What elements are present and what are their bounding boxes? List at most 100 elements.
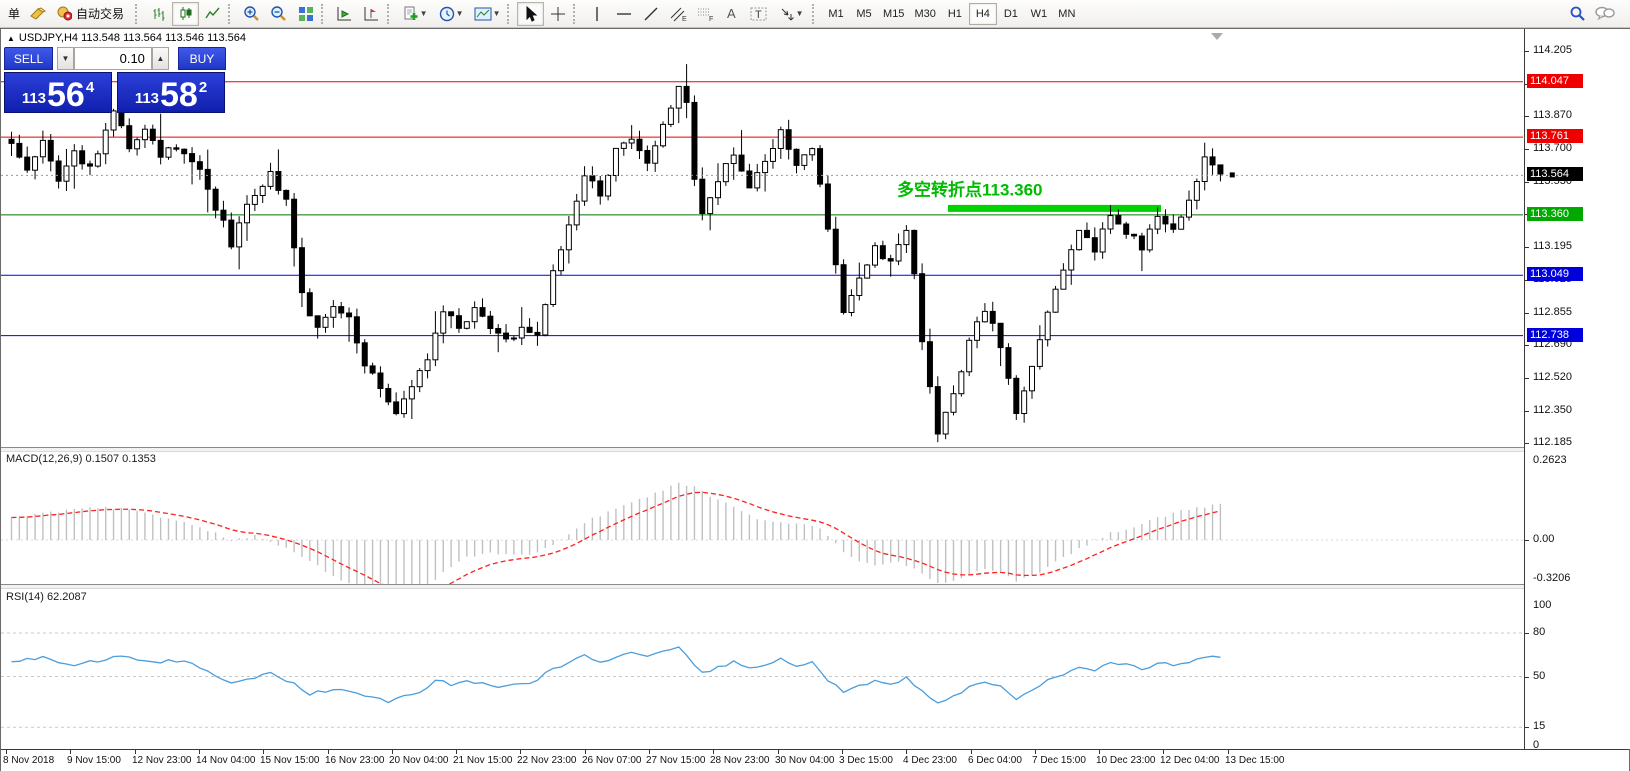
axis-tick bbox=[1525, 247, 1529, 248]
candle bbox=[1131, 233, 1138, 237]
candle bbox=[432, 332, 439, 361]
vertical-line-tool[interactable] bbox=[583, 2, 610, 26]
candle bbox=[597, 180, 604, 197]
timeframe-m5[interactable]: M5 bbox=[850, 3, 878, 25]
price-level-badge: 113.049 bbox=[1527, 267, 1583, 281]
macd-pane[interactable] bbox=[1, 450, 1523, 584]
time-tick bbox=[585, 750, 586, 754]
candle bbox=[1154, 215, 1161, 230]
price-chart-pane[interactable]: 多空转折点113.360 bbox=[1, 29, 1523, 447]
candle bbox=[958, 371, 965, 395]
candle bbox=[1209, 156, 1216, 166]
time-tick bbox=[778, 750, 779, 754]
axis-tick bbox=[1525, 313, 1529, 314]
toolbar-grip bbox=[573, 3, 581, 24]
candle bbox=[16, 142, 23, 158]
candlestick-chart-icon bbox=[180, 6, 192, 20]
candle bbox=[87, 163, 93, 167]
new-order-icon[interactable] bbox=[24, 2, 51, 26]
zoom-in-button[interactable] bbox=[238, 2, 265, 26]
arrows-tool[interactable]: ▼ bbox=[772, 2, 810, 26]
new-order-label[interactable]: 单 bbox=[8, 7, 21, 21]
candlestick-chart-button[interactable] bbox=[172, 1, 200, 26]
candle bbox=[267, 171, 274, 187]
candle bbox=[1186, 199, 1192, 218]
crosshair-tool-button[interactable] bbox=[544, 2, 571, 26]
price-scale[interactable]: 114.205114.035113.870113.700113.530113.3… bbox=[1524, 29, 1630, 751]
axis-tick bbox=[1525, 51, 1529, 52]
candle bbox=[848, 295, 855, 313]
candle bbox=[338, 306, 345, 314]
zoom-out-button[interactable] bbox=[265, 2, 292, 26]
periods-button[interactable]: ▼ bbox=[433, 2, 469, 26]
equidistant-channel-tool[interactable]: E bbox=[664, 2, 691, 26]
text-label-tool[interactable]: T bbox=[745, 2, 772, 26]
chart-window[interactable]: 多空转折点113.360 ▲ USDJPY,H4 113.548 113.564 … bbox=[0, 28, 1630, 771]
time-scale[interactable]: 8 Nov 2018 9 Nov 15:00 12 Nov 23:00 14 Nov … bbox=[1, 749, 1629, 771]
timeframe-h4[interactable]: H4 bbox=[968, 2, 997, 25]
candle bbox=[667, 107, 674, 125]
text-tool[interactable]: A bbox=[718, 2, 745, 26]
axis-tick bbox=[1525, 633, 1529, 634]
buy-price-box[interactable]: 113 58 2 bbox=[117, 72, 225, 113]
toolbar-grip bbox=[321, 3, 329, 24]
axis-tick bbox=[1525, 345, 1529, 346]
volume-increase-button[interactable]: ▲ bbox=[151, 47, 169, 70]
tile-windows-button[interactable] bbox=[292, 2, 319, 26]
candle bbox=[455, 315, 462, 329]
sell-price-box[interactable]: 113 56 4 bbox=[4, 72, 112, 113]
cursor-icon bbox=[526, 5, 537, 22]
bar-chart-button[interactable] bbox=[145, 2, 172, 26]
line-chart-button[interactable] bbox=[199, 2, 226, 26]
candle bbox=[809, 148, 816, 156]
candle bbox=[471, 307, 478, 323]
sell-button[interactable]: SELL bbox=[4, 47, 53, 70]
volume-input[interactable]: 0.10 bbox=[74, 47, 152, 70]
candle bbox=[550, 270, 557, 305]
candle bbox=[275, 171, 282, 191]
axis-tick bbox=[1525, 540, 1529, 541]
macd-signal-line bbox=[11, 491, 1221, 584]
search-button[interactable] bbox=[1564, 2, 1591, 26]
chart-shift-button[interactable] bbox=[358, 2, 385, 26]
autotrading-button[interactable]: 自动交易 bbox=[51, 2, 133, 26]
volume-decrease-button[interactable]: ▼ bbox=[56, 47, 75, 70]
buy-button[interactable]: BUY bbox=[177, 47, 226, 70]
candle bbox=[754, 172, 761, 189]
timeframe-w1[interactable]: W1 bbox=[1025, 3, 1053, 25]
candle bbox=[840, 264, 847, 313]
macd-scale-min: -0.3206 bbox=[1533, 572, 1571, 584]
candle bbox=[1178, 216, 1185, 230]
candle bbox=[401, 398, 407, 415]
timeframe-h1[interactable]: H1 bbox=[941, 3, 969, 25]
timeframe-mn[interactable]: MN bbox=[1053, 3, 1081, 25]
candle bbox=[385, 388, 392, 403]
candle bbox=[1036, 339, 1043, 367]
cursor-tool-button[interactable] bbox=[517, 1, 545, 26]
price-level-badge: 112.738 bbox=[1527, 328, 1583, 342]
pane-splitter[interactable] bbox=[1, 447, 1524, 452]
collapse-panel-icon[interactable]: ▲ bbox=[7, 34, 15, 43]
horizontal-line-tool[interactable] bbox=[610, 2, 637, 26]
timeframe-d1[interactable]: D1 bbox=[997, 3, 1025, 25]
trendline-tool[interactable] bbox=[637, 2, 664, 26]
pane-splitter[interactable] bbox=[1, 584, 1524, 589]
templates-button[interactable]: ▼ bbox=[469, 2, 505, 26]
chat-button[interactable] bbox=[1591, 2, 1618, 26]
auto-scroll-button[interactable] bbox=[331, 2, 358, 26]
rsi-pane[interactable] bbox=[1, 587, 1523, 749]
indicators-button[interactable]: ▼ bbox=[397, 2, 433, 26]
candle bbox=[487, 315, 494, 330]
fibonacci-tool[interactable]: F bbox=[691, 2, 718, 26]
last-candle-marker bbox=[1229, 172, 1235, 178]
highlight-underline bbox=[948, 204, 1161, 212]
one-click-trading-panel: SELL ▼ 0.10 ▲ BUY 113 56 4 113 58 2 bbox=[4, 47, 226, 113]
timeframe-m1[interactable]: M1 bbox=[822, 3, 850, 25]
timeframe-m15[interactable]: M15 bbox=[878, 3, 909, 25]
timeframe-m30[interactable]: M30 bbox=[909, 3, 940, 25]
date-label: 3 Dec 15:00 bbox=[839, 755, 893, 766]
date-label: 30 Nov 04:00 bbox=[775, 755, 835, 766]
candle bbox=[24, 156, 31, 171]
macd-scale-zero: 0.00 bbox=[1533, 533, 1555, 545]
